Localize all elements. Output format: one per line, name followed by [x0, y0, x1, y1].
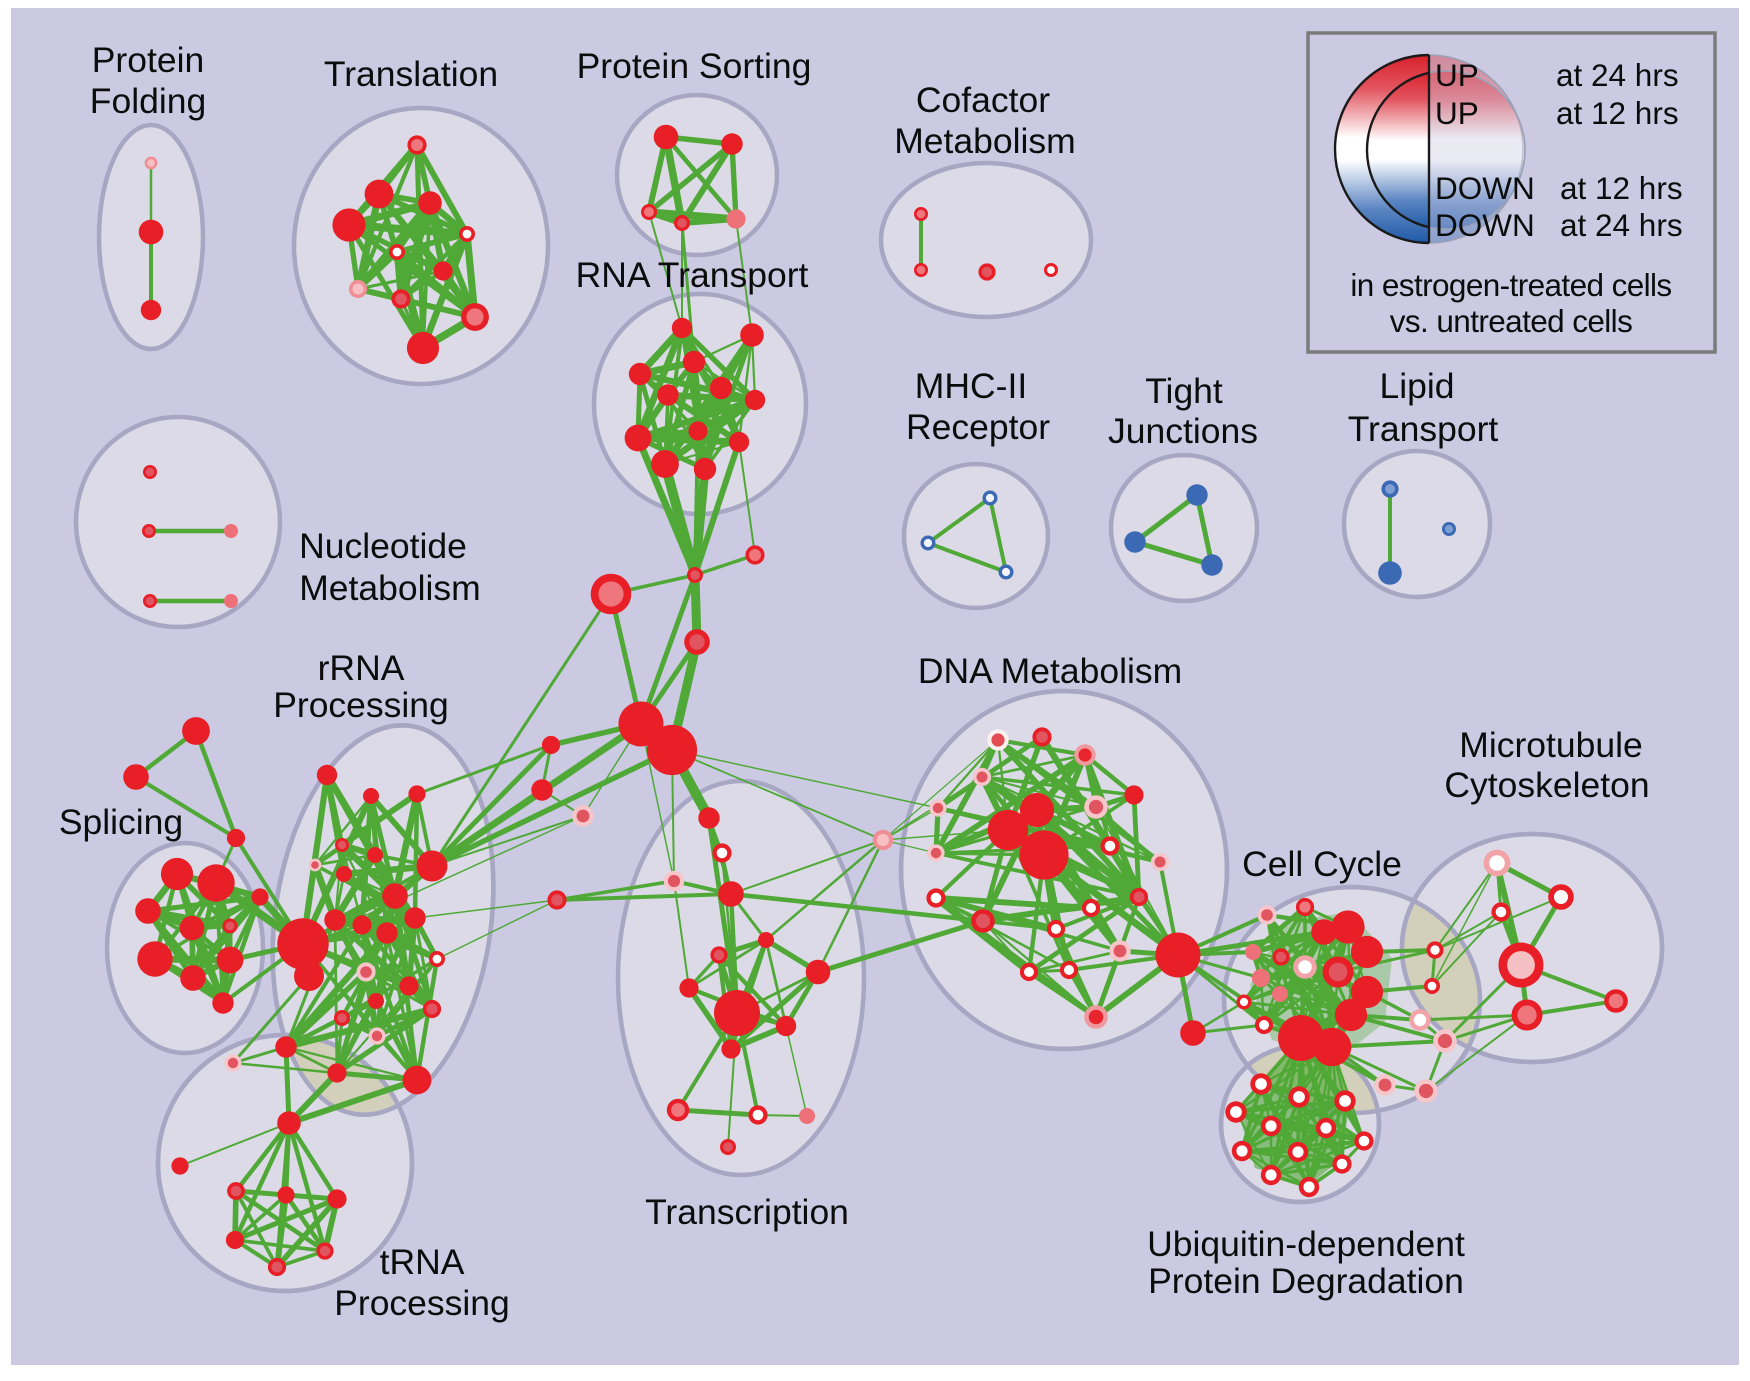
svg-text:tRNA: tRNA	[380, 1242, 465, 1282]
svg-text:DNA Metabolism: DNA Metabolism	[918, 651, 1182, 691]
svg-text:Processing: Processing	[334, 1283, 510, 1323]
svg-text:rRNA: rRNA	[318, 648, 405, 688]
svg-text:at 24 hrs: at 24 hrs	[1556, 57, 1679, 93]
svg-text:Lipid: Lipid	[1379, 366, 1454, 406]
svg-text:in estrogen-treated cells: in estrogen-treated cells	[1350, 267, 1671, 303]
svg-text:Splicing: Splicing	[59, 802, 183, 842]
svg-text:Folding: Folding	[90, 81, 206, 121]
svg-text:Nucleotide: Nucleotide	[299, 526, 467, 566]
svg-text:Transport: Transport	[1348, 409, 1499, 449]
svg-text:Ubiquitin-dependent: Ubiquitin-dependent	[1147, 1224, 1465, 1264]
svg-text:UP: UP	[1435, 57, 1479, 93]
svg-text:RNA Transport: RNA Transport	[576, 255, 809, 295]
svg-text:Cell Cycle: Cell Cycle	[1242, 844, 1402, 884]
svg-text:Transcription: Transcription	[645, 1192, 849, 1232]
svg-text:Metabolism: Metabolism	[894, 121, 1076, 161]
svg-text:Processing: Processing	[273, 685, 449, 725]
svg-text:Cytoskeleton: Cytoskeleton	[1444, 765, 1649, 805]
svg-text:DOWN: DOWN	[1435, 207, 1535, 243]
svg-text:at 24 hrs: at 24 hrs	[1560, 207, 1683, 243]
svg-text:Translation: Translation	[324, 54, 498, 94]
svg-text:Receptor: Receptor	[906, 407, 1050, 447]
svg-text:DOWN: DOWN	[1435, 170, 1535, 206]
svg-text:MHC-II: MHC-II	[915, 366, 1027, 406]
svg-text:Cofactor: Cofactor	[916, 80, 1050, 120]
svg-text:at 12 hrs: at 12 hrs	[1560, 170, 1683, 206]
svg-text:Protein Degradation: Protein Degradation	[1148, 1261, 1464, 1301]
svg-text:Protein: Protein	[92, 40, 204, 80]
svg-text:Metabolism: Metabolism	[299, 568, 481, 608]
svg-text:Junctions: Junctions	[1108, 411, 1258, 451]
svg-text:at 12 hrs: at 12 hrs	[1556, 95, 1679, 131]
svg-text:Protein Sorting: Protein Sorting	[577, 46, 812, 86]
svg-text:UP: UP	[1435, 95, 1479, 131]
svg-text:Microtubule: Microtubule	[1459, 725, 1643, 765]
svg-text:Tight: Tight	[1145, 371, 1223, 411]
svg-text:vs. untreated cells: vs. untreated cells	[1390, 303, 1632, 339]
